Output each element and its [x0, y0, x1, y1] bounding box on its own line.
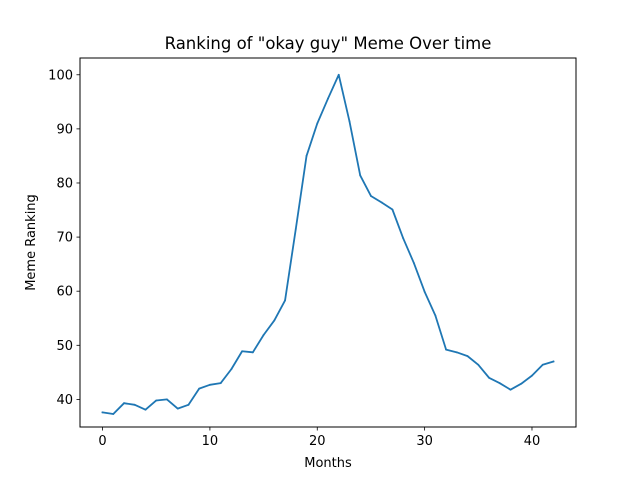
x-tick-label: 10: [202, 434, 219, 449]
data-point: [101, 411, 104, 414]
y-tick-label: 60: [56, 285, 73, 300]
plot-area-frame: [79, 57, 577, 428]
data-point: [262, 334, 265, 336]
data-point: [273, 319, 276, 322]
data-point: [380, 201, 383, 204]
data-point: [412, 262, 415, 264]
data-point: [477, 363, 480, 366]
data-point: [327, 97, 329, 100]
data-point: [445, 348, 447, 351]
data-point: [423, 290, 426, 293]
data-point: [209, 383, 211, 386]
data-point: [402, 237, 405, 240]
data-point: [144, 408, 147, 411]
data-point: [359, 174, 362, 177]
data-point: [488, 376, 490, 379]
data-point: [498, 382, 501, 385]
data-point: [219, 382, 222, 385]
data-point: [176, 407, 179, 410]
y-tick-label: 70: [56, 231, 73, 246]
chart-title: Ranking of "okay guy" Meme Over time: [165, 34, 492, 53]
x-tick-label: 30: [416, 434, 433, 449]
data-point: [294, 228, 297, 230]
data-point: [531, 374, 533, 377]
data-point: [187, 403, 190, 406]
data-point: [133, 403, 136, 406]
x-tick-label: 0: [98, 434, 106, 449]
y-tick-label: 100: [48, 68, 73, 83]
y-tick-label: 80: [56, 176, 73, 191]
data-point: [123, 402, 125, 405]
data-point: [198, 387, 201, 390]
data-point: [552, 360, 555, 363]
x-tick-label: 40: [524, 434, 541, 449]
data-point: [455, 351, 458, 354]
x-tick-label: 20: [309, 434, 326, 449]
data-point: [348, 120, 351, 123]
series-layer: [101, 73, 555, 415]
data-point: [166, 398, 168, 401]
data-point: [241, 350, 244, 353]
data-point: [541, 363, 544, 366]
data-point: [112, 413, 115, 415]
data-point: [520, 382, 523, 385]
data-point: [305, 155, 308, 157]
y-axis-label: Meme Ranking: [24, 194, 39, 291]
data-point: [391, 208, 394, 211]
data-point: [370, 195, 372, 197]
data-point: [155, 399, 158, 402]
axis-ticks: 0 10 20 30 40 40 50 60 70 80 90 100: [48, 68, 540, 449]
data-point: [509, 388, 512, 391]
y-tick-label: 50: [56, 339, 73, 354]
data-point: [466, 355, 469, 358]
data-point: [337, 73, 340, 76]
x-axis-label: Months: [304, 456, 352, 471]
data-point: [251, 351, 254, 354]
data-point: [316, 122, 319, 125]
data-point: [284, 299, 286, 302]
y-tick-label: 90: [56, 122, 73, 137]
y-tick-label: 40: [56, 393, 73, 408]
data-point: [434, 314, 437, 317]
data-point: [230, 368, 233, 371]
